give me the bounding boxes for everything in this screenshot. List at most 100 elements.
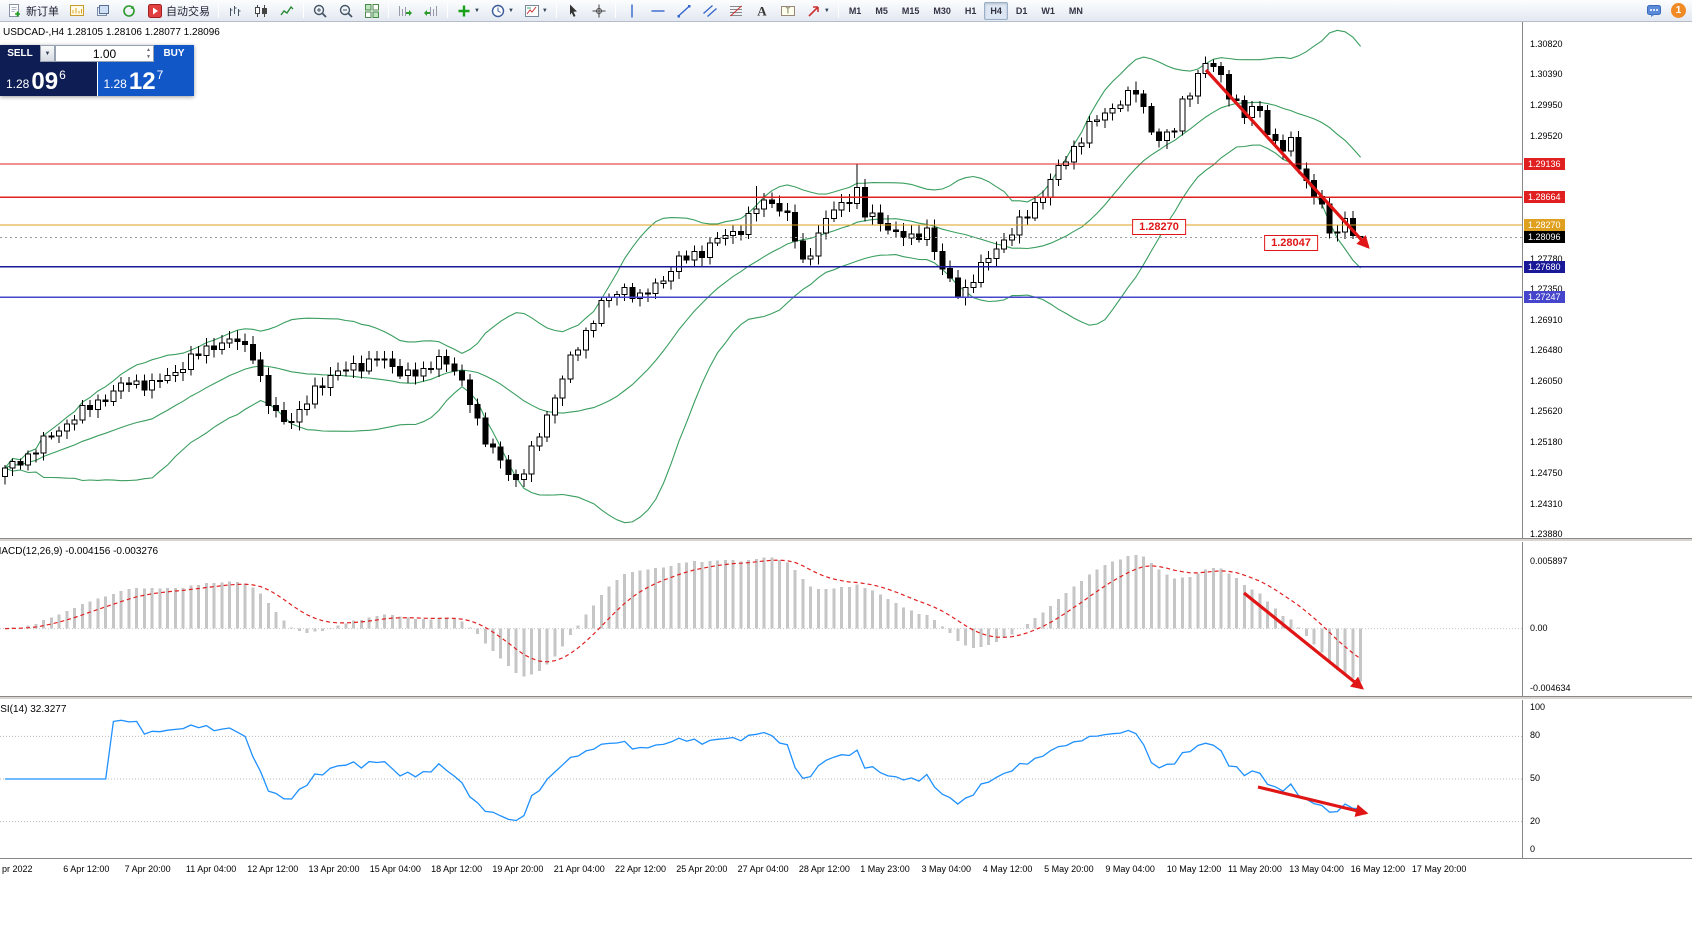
- macd-indicator-label: MACD(12,26,9) -0.004156 -0.003276: [0, 546, 159, 557]
- timeframe-m15-button[interactable]: M15: [901, 5, 920, 16]
- profiles-icon[interactable]: [91, 1, 115, 21]
- chat-button[interactable]: [1642, 1, 1666, 21]
- time-axis-label: 19 Apr 20:00: [492, 864, 544, 874]
- price-line-tag: 1.27247: [1524, 291, 1565, 304]
- time-axis-label: 25 Apr 20:00: [676, 864, 728, 874]
- time-axis-label: pr 2022: [2, 864, 33, 874]
- price-annotation-128270[interactable]: 1.28270: [1132, 219, 1186, 235]
- refresh-green-icon: [123, 4, 135, 17]
- bollinger-middle-band: [4, 101, 1362, 469]
- vertical-line-icon[interactable]: [620, 1, 644, 21]
- axis-tick-label: 50: [1530, 773, 1541, 783]
- price-line-tag: 1.28270: [1524, 219, 1565, 231]
- timeframe-m30-button[interactable]: M30: [933, 5, 951, 16]
- open-chart-icon[interactable]: [65, 1, 89, 21]
- arrow-tool-icon: [808, 5, 819, 17]
- price-line-tag: 1.28096: [1524, 231, 1565, 244]
- timeframe-m1-button[interactable]: M1: [848, 5, 862, 16]
- trendline-icon[interactable]: [672, 1, 696, 21]
- axis-tick-label: 1.27780: [1530, 253, 1563, 264]
- auto-trading-button[interactable]: 自动交易: [143, 1, 214, 21]
- zoom-out-icon[interactable]: [334, 1, 358, 21]
- trade-panel-dropdown[interactable]: ▼: [40, 45, 55, 62]
- timeframe-m5-button[interactable]: M5: [875, 5, 888, 16]
- grid-green-icon: [365, 3, 379, 18]
- line-chart-icon[interactable]: [275, 1, 299, 21]
- doc-plus-icon: [9, 3, 20, 17]
- axis-tick-label: 1.30390: [1530, 69, 1563, 80]
- macd-histogram: [11, 554, 1363, 682]
- auto-scroll-icon[interactable]: [393, 1, 417, 21]
- time-axis-label: 4 May 12:00: [982, 864, 1033, 874]
- price-annotation-128047[interactable]: 1.28047: [1264, 235, 1318, 251]
- trend-arrow-rsi[interactable]: [1257, 785, 1369, 817]
- sell-price-prefix: 1.28: [6, 77, 30, 91]
- symbol-ohlc-label: USDCAD-,H4 1.28105 1.28106 1.28077 1.280…: [3, 27, 220, 38]
- sell-label[interactable]: SELL: [0, 45, 40, 62]
- text-label-icon[interactable]: T: [776, 1, 800, 21]
- volume-decrease-icon[interactable]: ▼: [146, 54, 151, 60]
- fibonacci-icon[interactable]: [724, 1, 748, 21]
- time-axis-label: 22 Apr 12:00: [615, 864, 667, 874]
- tile-windows-icon[interactable]: [360, 1, 384, 21]
- axis-tick-label: 100: [1530, 702, 1546, 712]
- crosshair-icon[interactable]: [587, 1, 611, 21]
- refresh-icon[interactable]: [117, 1, 141, 21]
- toolbar-right-group: 1: [1641, 1, 1686, 21]
- time-axis-label: 6 Apr 12:00: [63, 864, 110, 874]
- chart-shift-icon[interactable]: [419, 1, 443, 21]
- time-axis[interactable]: pr 2022 6 Apr 12:00 7 Apr 20:00 11 Apr 04:0…: [0, 858, 1692, 880]
- text-icon[interactable]: A: [750, 1, 774, 21]
- axis-tick-label: 1.27350: [1530, 284, 1563, 294]
- horizontal-line-icon[interactable]: [646, 1, 670, 21]
- axis-tick-label: 1.26480: [1530, 345, 1563, 356]
- bar-chart-icon[interactable]: [223, 1, 247, 21]
- panel-separator-rsi[interactable]: [0, 696, 1692, 700]
- channel-icon[interactable]: [698, 1, 722, 21]
- axis-tick-label: 1.26910: [1530, 315, 1563, 326]
- trend-arrow-main[interactable]: [1204, 68, 1370, 249]
- toolbar-separator: [555, 3, 557, 18]
- chevron-down-icon: ▼: [823, 7, 830, 14]
- timeframe-mn-button[interactable]: MN: [1068, 5, 1083, 16]
- indicators-icon[interactable]: ▼: [452, 1, 484, 21]
- periods-icon[interactable]: ▼: [486, 1, 518, 21]
- new-order-button[interactable]: 新订单: [3, 1, 63, 21]
- trend-arrow-macd[interactable]: [1242, 591, 1364, 690]
- buy-button[interactable]: 1.28 12 7: [97, 62, 194, 96]
- time-axis-label: 13 Apr 20:00: [308, 864, 360, 874]
- trend-icon: [677, 4, 691, 17]
- axis-tick-label: 1.24310: [1530, 498, 1563, 509]
- time-axis-label: 18 Apr 12:00: [431, 864, 483, 874]
- bollinger-lower-band: [4, 144, 1361, 524]
- timeframe-h1-button[interactable]: H1: [964, 5, 977, 16]
- price-axis[interactable]: 1.30820 1.30390 1.29950 1.29520 1.27780 1.273…: [1522, 22, 1692, 858]
- timeframe-d1-button[interactable]: D1: [1015, 5, 1028, 16]
- timeframe-w1-button[interactable]: W1: [1041, 5, 1055, 16]
- zoom-in-icon[interactable]: [308, 1, 332, 21]
- volume-increase-icon[interactable]: ▲: [146, 47, 151, 53]
- buy-price-sup: 7: [156, 68, 164, 82]
- text-a-icon: A: [757, 3, 767, 18]
- chat-icon: [1647, 4, 1661, 17]
- volume-spinner: ▲ ▼: [146, 47, 151, 61]
- panel-separator-macd[interactable]: [0, 538, 1692, 542]
- timeframe-h4-button[interactable]: H4: [984, 1, 1008, 20]
- candles: [2, 56, 1364, 488]
- templates-icon[interactable]: ▼: [520, 1, 552, 21]
- time-axis-label: 10 May 12:00: [1166, 864, 1222, 874]
- buy-label[interactable]: BUY: [154, 45, 194, 62]
- axis-tick-label: 1.23880: [1530, 529, 1563, 539]
- price-line-tag: 1.28664: [1524, 191, 1565, 204]
- sell-button[interactable]: 1.28 09 6: [0, 62, 98, 96]
- zoom-out-icon: [339, 4, 353, 18]
- plus-green-icon: [458, 5, 470, 16]
- cursor-icon[interactable]: [561, 1, 585, 21]
- candlestick-chart-icon[interactable]: [249, 1, 273, 21]
- arrows-tool-icon[interactable]: ▼: [802, 1, 834, 21]
- axis-tick-label: 0: [1530, 844, 1536, 854]
- candles-icon: [255, 4, 267, 17]
- notification-badge[interactable]: 1: [1671, 3, 1686, 18]
- volume-input[interactable]: 1.00 ▲ ▼: [55, 45, 154, 62]
